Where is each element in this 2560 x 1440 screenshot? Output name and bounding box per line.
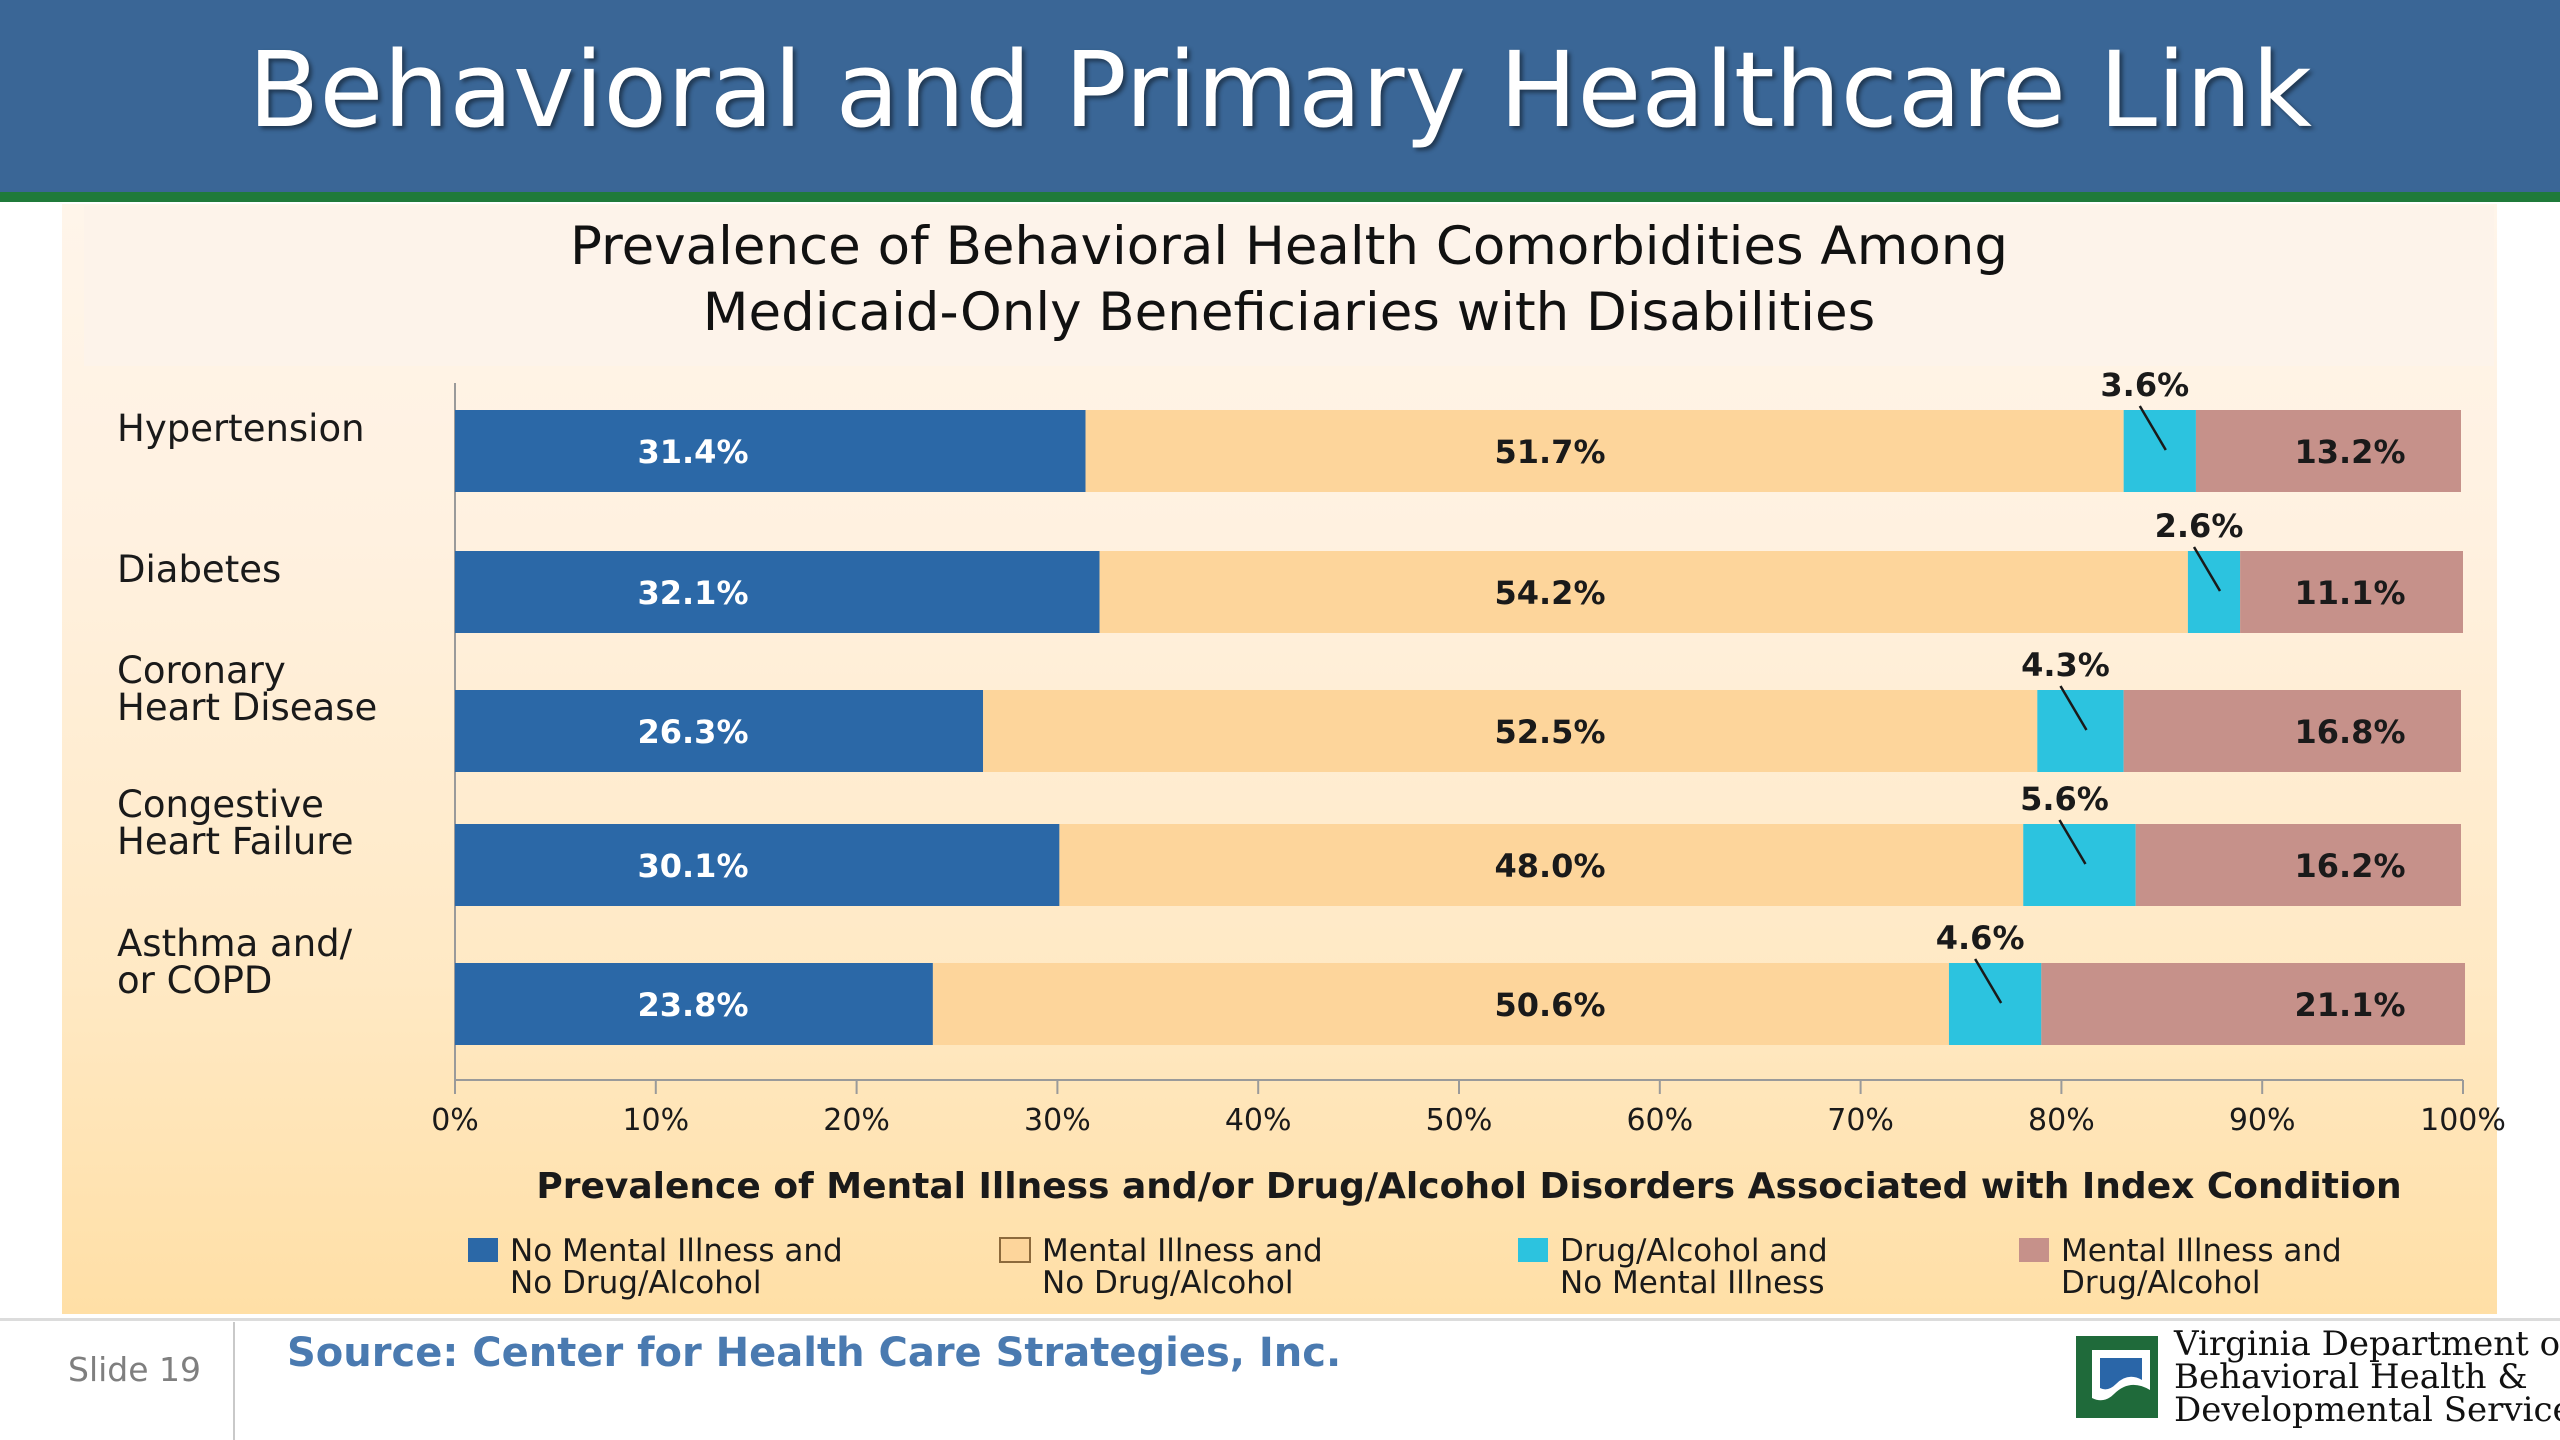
x-tick-label: 20% — [823, 1103, 890, 1138]
bar-segment — [455, 963, 933, 1045]
bar-segment — [2123, 690, 2461, 772]
x-axis-title: Prevalence of Mental Illness and/or Drug… — [536, 1166, 2401, 1207]
leader-line — [2138, 405, 2167, 451]
x-tick-label: 50% — [1426, 1103, 1493, 1138]
bar-segment — [932, 963, 1949, 1045]
data-label: 5.6% — [2020, 780, 2109, 818]
data-label: 16.2% — [2294, 847, 2405, 885]
bar-segment — [455, 410, 1086, 492]
org-name-line-3: Developmental Services — [2174, 1390, 2560, 1430]
data-label: 11.1% — [2294, 574, 2405, 612]
bar-segment — [1948, 963, 2042, 1045]
title-bar — [0, 0, 2560, 192]
bar-segment — [2041, 963, 2466, 1045]
bar-segment — [1059, 824, 2024, 906]
x-tick-label: 0% — [431, 1103, 479, 1138]
legend-swatch — [468, 1238, 498, 1262]
data-label: 21.1% — [2294, 986, 2405, 1024]
category-label: Asthma and/or COPD — [117, 922, 353, 1002]
legend-swatch — [1518, 1238, 1548, 1262]
legend-swatch — [2019, 1238, 2049, 1262]
x-tick-label: 90% — [2229, 1103, 2296, 1138]
data-label: 23.8% — [637, 986, 748, 1024]
bar-segment — [2187, 551, 2241, 633]
bar-segment — [2135, 824, 2461, 906]
org-name-line-2: Behavioral Health & — [2174, 1357, 2528, 1397]
leader-line — [1974, 958, 2003, 1004]
data-label: 3.6% — [2100, 366, 2189, 404]
bar-segment — [2037, 690, 2124, 772]
data-label: 31.4% — [637, 433, 748, 471]
x-tick-label: 100% — [2420, 1103, 2506, 1138]
bar-segment — [2123, 410, 2196, 492]
bar-segment — [983, 690, 2038, 772]
legend-label: Mental Illness and No Drug/Alcohol — [1042, 1233, 1323, 1301]
bar-segment — [455, 551, 1100, 633]
leader-line — [2058, 819, 2087, 865]
chart-title-line-2: Medicaid-Only Beneficiaries with Disabil… — [702, 282, 1876, 343]
category-label: Congestive Heart Failure — [117, 783, 353, 863]
stacked-bar-chart: 0% 10% 20% 30% 40% 50% 60% 70% 80% 90% 100% Prevale… — [117, 366, 2506, 1301]
data-label: 51.7% — [1494, 433, 1605, 471]
x-tick-label: 10% — [622, 1103, 689, 1138]
leader-line — [2192, 546, 2222, 592]
legend-label: Mental Illness and Drug/Alcohol — [2061, 1233, 2342, 1301]
data-label: 2.6% — [2155, 507, 2244, 545]
leader-line — [2059, 685, 2088, 731]
chart-title-box — [84, 206, 2494, 366]
data-label: 16.8% — [2294, 713, 2405, 751]
source-credit: Source: Center for Health Care Strategie… — [287, 1330, 1342, 1376]
data-label: 26.3% — [637, 713, 748, 751]
data-label: 32.1% — [637, 574, 748, 612]
bar-segment — [455, 824, 1060, 906]
title-divider — [0, 192, 2560, 202]
org-name-line-1: Virginia Department of — [2174, 1324, 2560, 1364]
x-tick-label: 30% — [1024, 1103, 1091, 1138]
data-label: 4.3% — [2021, 646, 2110, 684]
x-tick-label: 60% — [1626, 1103, 1693, 1138]
chart-title-line-1: Prevalence of Behavioral Health Comorbid… — [570, 216, 2008, 277]
data-label: 50.6% — [1494, 986, 1605, 1024]
footer-divider — [233, 1322, 235, 1440]
data-label: 54.2% — [1494, 574, 1605, 612]
legend-label: No Mental Illness and No Drug/Alcohol — [510, 1233, 843, 1301]
bar-segment — [1099, 551, 2188, 633]
data-label: 13.2% — [2294, 433, 2405, 471]
category-label: Hypertension — [117, 407, 365, 450]
data-label: 30.1% — [637, 847, 748, 885]
category-label: Diabetes — [117, 548, 281, 591]
legend-swatch — [999, 1237, 1031, 1263]
bar-segment — [1085, 410, 2124, 492]
x-tick-label: 40% — [1225, 1103, 1292, 1138]
data-label: 52.5% — [1494, 713, 1605, 751]
footer-rule — [0, 1318, 2560, 1321]
bar-segment — [2023, 824, 2136, 906]
data-label: 48.0% — [1494, 847, 1605, 885]
legend-label: Drug/Alcohol and No Mental Illness — [1560, 1233, 1828, 1301]
dbhds-logo-icon — [2076, 1336, 2158, 1418]
bar-segment — [2240, 551, 2463, 633]
slide-title: Behavioral and Primary Healthcare Link — [247, 29, 2313, 151]
x-tick-label: 70% — [1827, 1103, 1894, 1138]
bar-segment — [2195, 410, 2461, 492]
bar-segment — [455, 690, 984, 772]
data-label: 4.6% — [1936, 919, 2025, 957]
category-label: Coronary Heart Disease — [117, 649, 377, 729]
slide-number: Slide 19 — [68, 1350, 202, 1389]
x-tick-label: 80% — [2028, 1103, 2095, 1138]
